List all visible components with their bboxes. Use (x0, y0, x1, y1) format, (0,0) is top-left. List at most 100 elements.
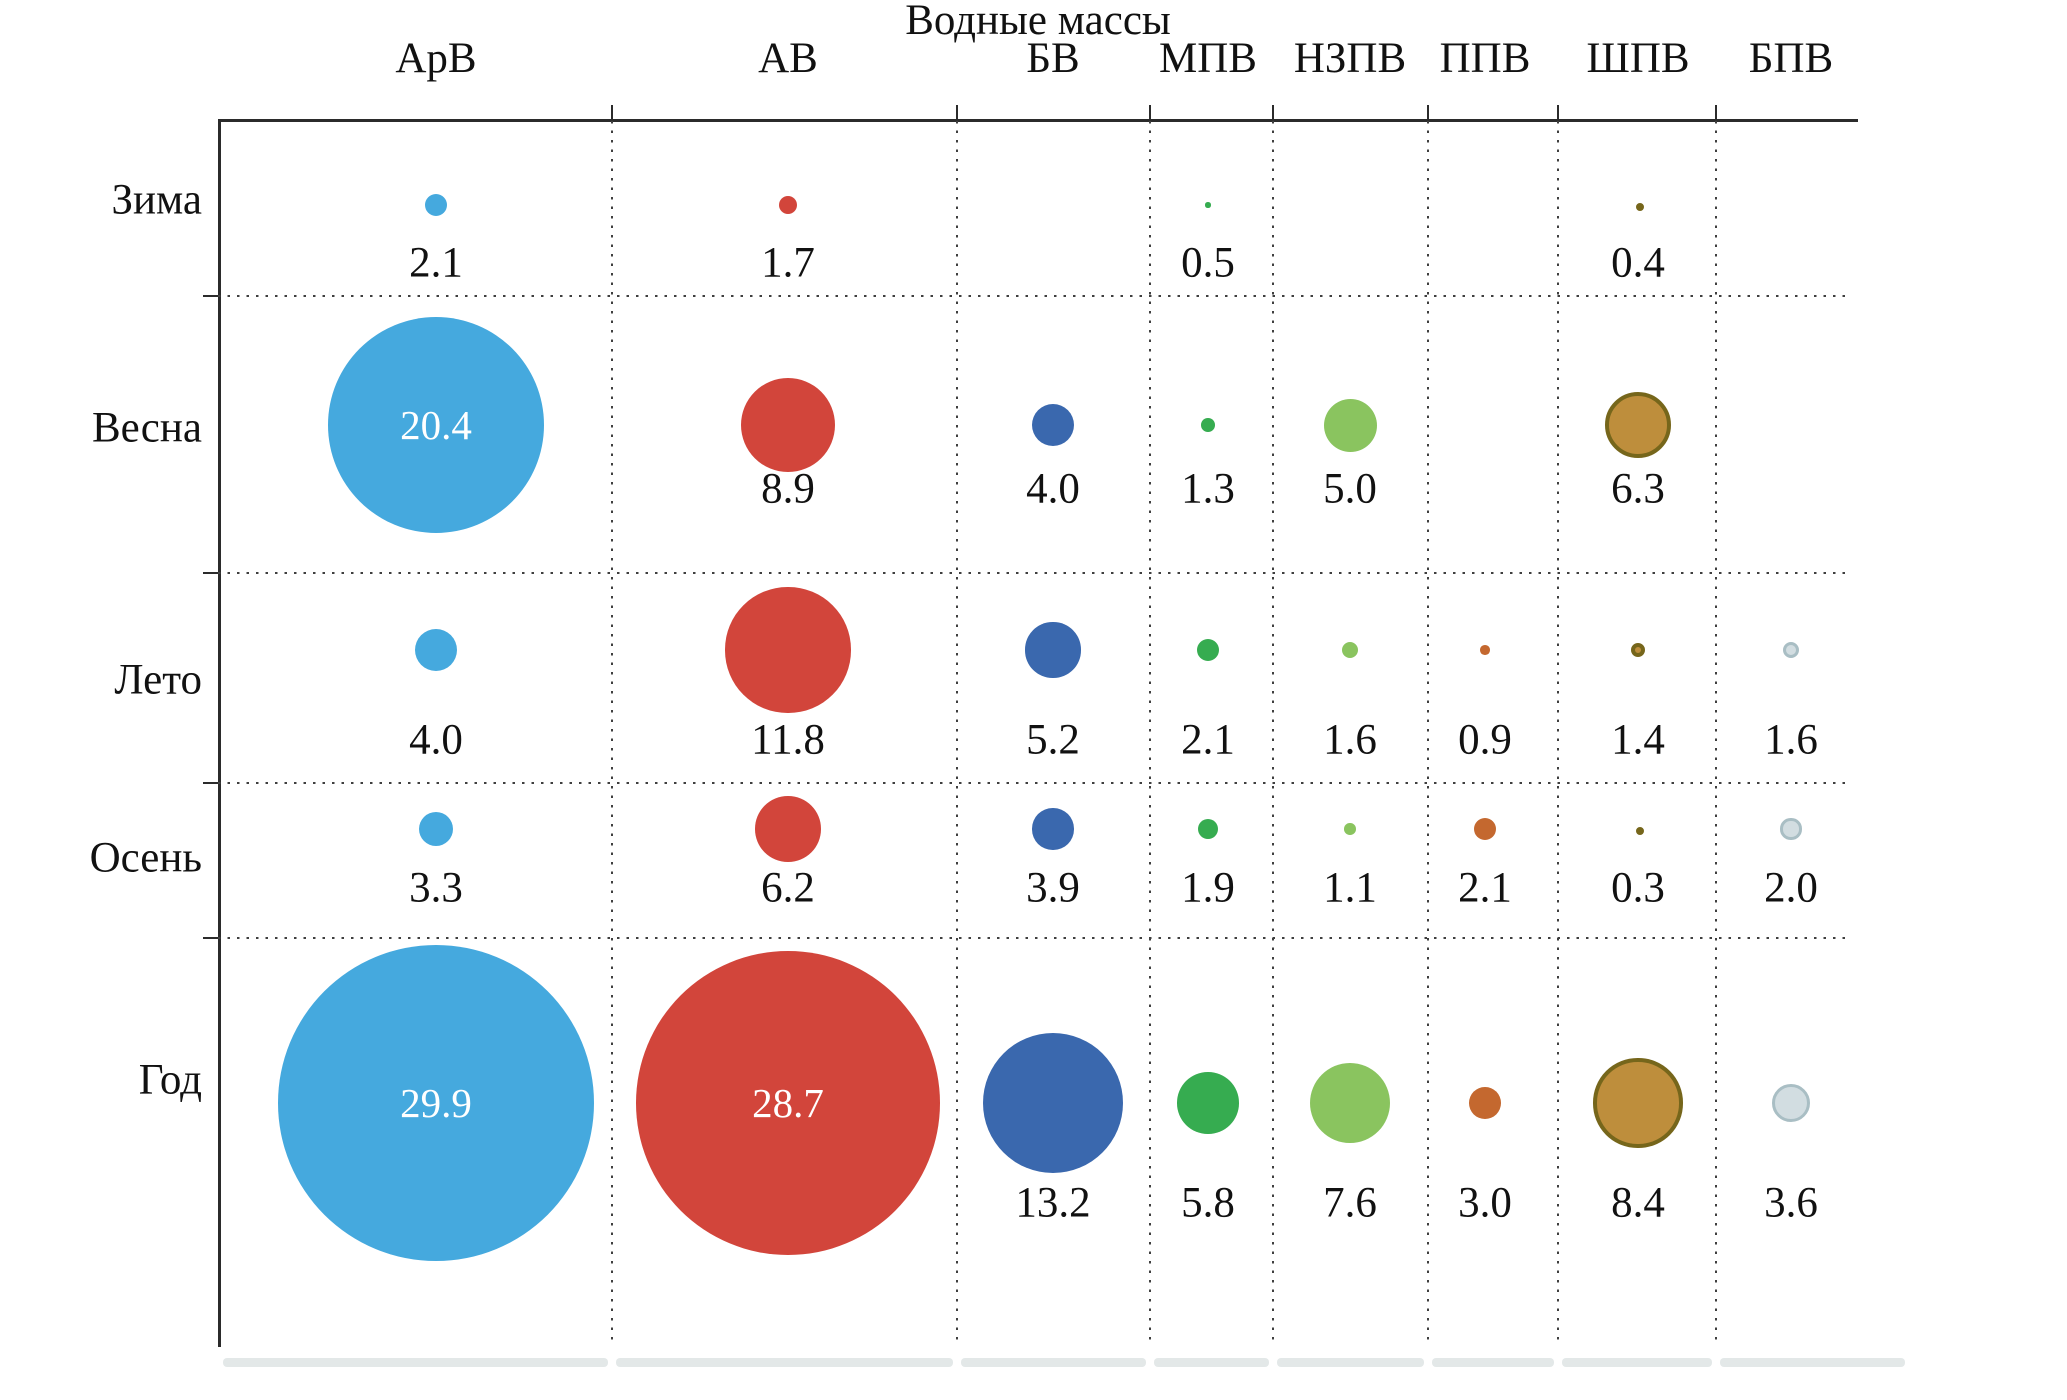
bubble-av-zima (778, 195, 797, 214)
tick-left-3 (203, 937, 218, 939)
bottom-strip-seg-0 (223, 1358, 608, 1367)
bottom-strip-seg-3 (1154, 1358, 1269, 1367)
tick-top-0 (611, 105, 613, 120)
tick-top-4 (1427, 105, 1429, 120)
bubble-mpv-osen (1197, 818, 1219, 840)
bubble-av-god (635, 950, 941, 1256)
bubble-arv-osen (418, 811, 454, 847)
bubble-bpv-god (1771, 1083, 1811, 1123)
value-bv-vesna: 4.0 (1026, 465, 1080, 513)
bottom-strip-seg-7 (1720, 1358, 1905, 1367)
value-shpv-leto: 1.4 (1611, 716, 1665, 764)
value-arv-leto: 4.0 (409, 716, 463, 764)
value-nzpv-leto: 1.6 (1323, 716, 1377, 764)
grid-vline-1 (956, 121, 958, 1345)
value-bpv-god: 3.6 (1764, 1179, 1818, 1227)
value-nzpv-god: 7.6 (1323, 1179, 1377, 1227)
top-axis-line (218, 119, 1858, 122)
value-ppv-god: 3.0 (1458, 1179, 1512, 1227)
bubble-bpv-leto (1782, 641, 1800, 659)
grid-hline-3 (218, 937, 1852, 939)
tick-top-6 (1715, 105, 1717, 120)
value-mpv-zima: 0.5 (1181, 239, 1235, 287)
bubble-shpv-god (1593, 1058, 1683, 1148)
column-header-bv: БВ (1026, 35, 1080, 82)
bubble-ppv-leto (1480, 645, 1490, 655)
grid-vline-0 (611, 121, 613, 1345)
grid-hline-1 (218, 572, 1852, 574)
bubble-bv-vesna (1031, 403, 1075, 447)
bubble-mpv-vesna (1201, 418, 1215, 432)
bubble-nzpv-osen (1344, 823, 1356, 835)
row-label-leto: Лето (114, 656, 202, 704)
value-av-leto: 11.8 (751, 716, 825, 764)
bubble-arv-god (277, 944, 595, 1262)
bubble-nzpv-vesna (1323, 398, 1377, 452)
value-av-god: 28.7 (752, 1080, 824, 1126)
left-axis-line (218, 119, 221, 1347)
row-label-vesna: Весна (91, 404, 202, 452)
value-nzpv-osen: 1.1 (1323, 864, 1377, 912)
bubble-bv-leto (1025, 622, 1081, 678)
grid-hline-0 (218, 295, 1852, 297)
column-header-bpv: БПВ (1748, 35, 1834, 82)
value-shpv-osen: 0.3 (1611, 864, 1665, 912)
value-bpv-osen: 2.0 (1764, 864, 1818, 912)
bubble-shpv-osen (1636, 827, 1645, 836)
bottom-strip-seg-6 (1562, 1358, 1712, 1367)
bubble-bv-god (983, 1033, 1123, 1173)
value-av-zima: 1.7 (761, 239, 815, 287)
bubble-av-vesna (740, 377, 836, 473)
tick-left-0 (203, 295, 218, 297)
value-bv-leto: 5.2 (1026, 716, 1080, 764)
value-arv-god: 29.9 (400, 1080, 472, 1126)
value-arv-osen: 3.3 (409, 864, 463, 912)
column-header-av: АВ (758, 35, 818, 82)
bottom-strip-seg-2 (961, 1358, 1146, 1367)
bubble-mpv-leto (1196, 638, 1220, 662)
bottom-strip-seg-5 (1432, 1358, 1554, 1367)
value-mpv-leto: 2.1 (1181, 716, 1235, 764)
bubble-av-osen (755, 796, 821, 862)
column-header-mpv: МПВ (1159, 35, 1257, 82)
bubble-bpv-osen (1780, 818, 1802, 840)
grid-vline-2 (1149, 121, 1151, 1345)
value-arv-zima: 2.1 (409, 239, 463, 287)
grid-vline-6 (1715, 121, 1717, 1345)
value-shpv-zima: 0.4 (1611, 239, 1665, 287)
value-av-osen: 6.2 (761, 864, 815, 912)
value-av-vesna: 8.9 (761, 465, 815, 513)
chart-title: Водные массы (905, 0, 1171, 44)
bubble-bv-osen (1032, 808, 1074, 850)
grid-hline-2 (218, 782, 1852, 784)
row-label-zima: Зима (111, 176, 202, 224)
bubble-arv-vesna (327, 316, 545, 534)
bubble-shpv-leto (1630, 642, 1646, 658)
bubble-nzpv-god (1309, 1062, 1391, 1144)
bubble-mpv-god (1177, 1072, 1239, 1134)
grid-vline-5 (1557, 121, 1559, 1345)
value-ppv-leto: 0.9 (1458, 716, 1512, 764)
bubble-arv-leto (414, 628, 458, 672)
value-arv-vesna: 20.4 (400, 402, 472, 448)
column-header-arv: АрВ (395, 35, 477, 82)
row-label-osen: Осень (89, 834, 202, 882)
tick-top-3 (1272, 105, 1274, 120)
bubble-ppv-osen (1473, 817, 1497, 841)
tick-top-2 (1149, 105, 1151, 120)
bubble-arv-zima (424, 193, 448, 217)
value-bv-osen: 3.9 (1026, 864, 1080, 912)
tick-left-1 (203, 572, 218, 574)
column-header-nzpv: НЗПВ (1293, 35, 1407, 82)
column-header-shpv: ШПВ (1586, 35, 1690, 82)
value-shpv-vesna: 6.3 (1611, 465, 1665, 513)
bubble-av-leto (725, 587, 851, 713)
bottom-strip-seg-4 (1277, 1358, 1424, 1367)
grid-vline-4 (1427, 121, 1429, 1345)
bubble-ppv-god (1469, 1087, 1501, 1119)
value-bv-god: 13.2 (1015, 1179, 1091, 1227)
value-bpv-leto: 1.6 (1764, 716, 1818, 764)
value-shpv-god: 8.4 (1611, 1179, 1665, 1227)
tick-left-2 (203, 782, 218, 784)
